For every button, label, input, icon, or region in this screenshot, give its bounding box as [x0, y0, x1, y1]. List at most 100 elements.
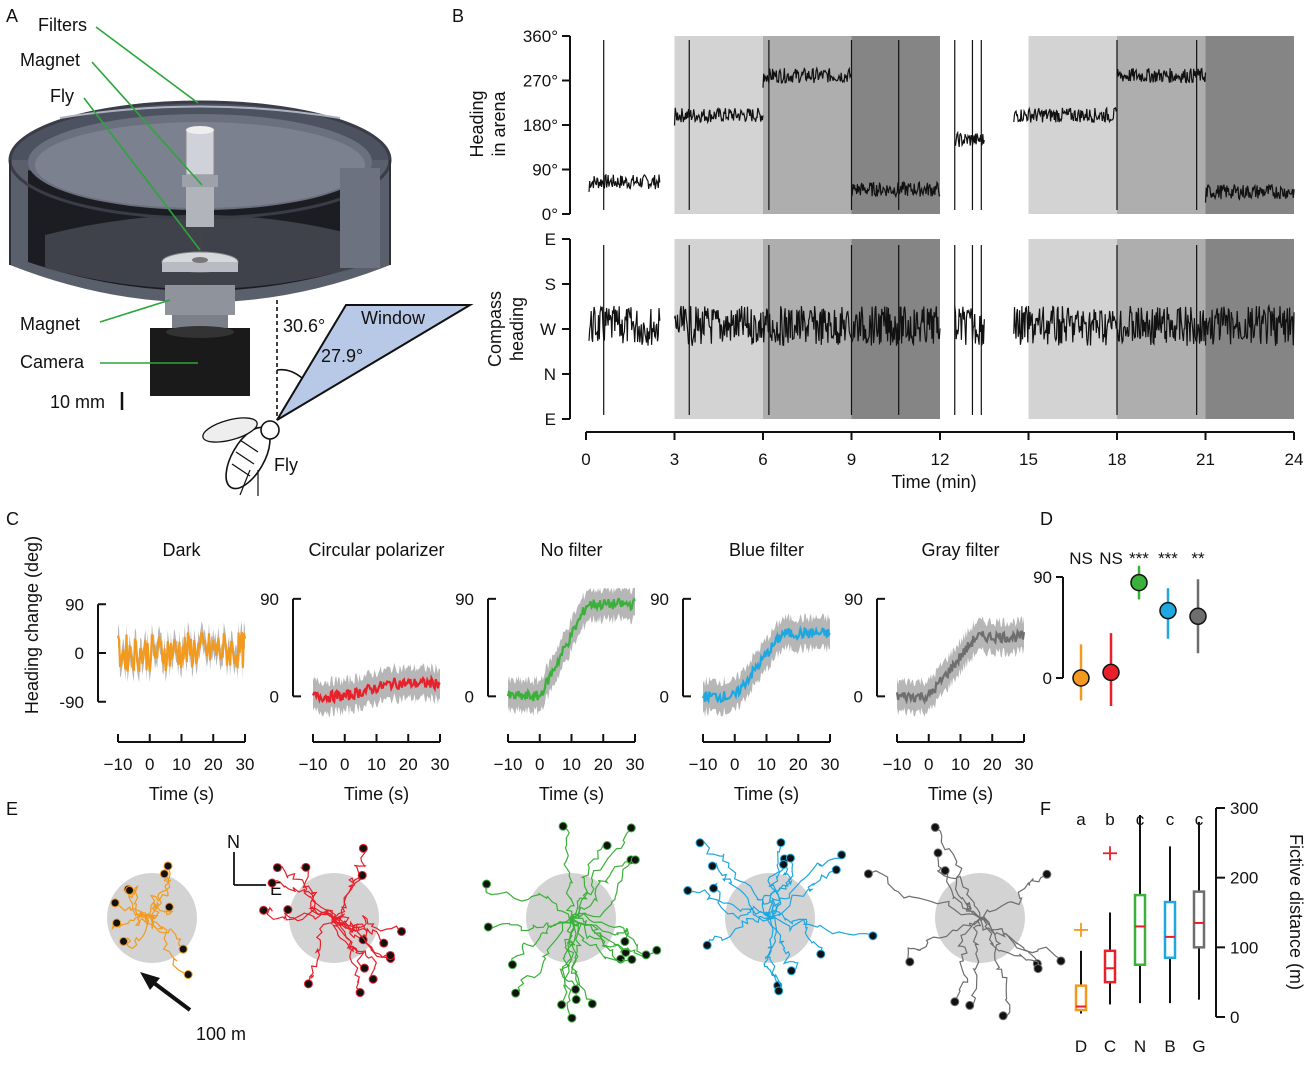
subplot-xtick-label: 30 — [431, 755, 450, 774]
trajectory — [515, 917, 572, 994]
trajectory — [263, 906, 335, 921]
trajectory-endpoint — [110, 898, 120, 908]
f-ytick-label: 200 — [1230, 869, 1258, 888]
trajectory-endpoint — [283, 905, 293, 915]
trajectory — [763, 917, 782, 992]
subplot-xtick-label: 30 — [1015, 755, 1034, 774]
subplot-xtick-label: 0 — [730, 755, 739, 774]
subplot-xtick-label: 0 — [340, 755, 349, 774]
mean-point-0 — [1072, 669, 1090, 687]
trajectory-endpoint — [178, 944, 188, 954]
compass-north-label: N — [227, 832, 240, 852]
subplot-xlabel: Time (s) — [149, 784, 214, 804]
box-category-label: C — [1104, 1037, 1116, 1056]
trajectory — [765, 917, 799, 973]
trajectory — [979, 916, 1011, 1018]
arena-ytick-label: 0° — [542, 205, 558, 224]
trajectory-endpoint — [558, 821, 568, 831]
box-iqr — [1103, 949, 1117, 984]
box-category-label: D — [1075, 1037, 1087, 1056]
trajectory-endpoint — [940, 866, 950, 876]
trajectory-endpoint — [1056, 956, 1066, 966]
trajectory — [333, 917, 385, 944]
subplot-xtick-label: 30 — [236, 755, 255, 774]
trajectory-endpoint — [483, 922, 493, 932]
trajectory — [868, 870, 981, 919]
subplot-title: No filter — [540, 540, 602, 560]
trajectory-endpoint — [164, 902, 174, 912]
significance-label: *** — [1129, 549, 1149, 568]
subplot-xtick-label: 10 — [172, 755, 191, 774]
trajectory-endpoint — [368, 974, 378, 984]
trajectory-endpoint — [816, 949, 826, 959]
significance-label: *** — [1158, 549, 1178, 568]
trajectory-endpoint — [965, 1000, 975, 1010]
magnet-bottom-leader — [99, 299, 171, 323]
panel-label-c: C — [6, 509, 19, 529]
trajectory-endpoint — [779, 859, 789, 869]
window-wedge: Window 30.6° 27.9° — [276, 300, 474, 421]
box-letter: a — [1076, 810, 1086, 829]
heading-subplot-3: Blue filter 90 0 −10 0 10 20 30 Time (s) — [650, 540, 839, 804]
subplot-xtick-label: 0 — [924, 755, 933, 774]
trajectory-endpoint — [695, 838, 705, 848]
subplot-title: Circular polarizer — [308, 540, 444, 560]
trajectory-endpoint — [183, 970, 193, 980]
compass-trace-segment-6 — [1116, 306, 1207, 346]
time-xtick-label: 24 — [1285, 450, 1304, 469]
time-axis: 0 3 6 9 12 15 18 21 24 Time (min) — [581, 431, 1304, 492]
subplot-xtick-label: 0 — [145, 755, 154, 774]
angle-27-label: 27.9° — [321, 346, 363, 366]
boxplot-C: bC — [1103, 810, 1117, 1056]
epoch-shade-top-1 — [763, 36, 852, 214]
arena-illustration — [8, 100, 392, 396]
box-letter: b — [1105, 810, 1114, 829]
trajectory-endpoint — [683, 886, 693, 896]
filters-leader — [95, 26, 199, 104]
arena-ytick-label: 360° — [523, 27, 558, 46]
trajectory-endpoint — [785, 853, 795, 863]
arena-trace-segment-3 — [850, 180, 941, 199]
compass-ytick-label: N — [544, 365, 556, 384]
f-ytick-label: 300 — [1230, 799, 1258, 818]
arena-heading-axis: 360° 270° 180° 90° 0° Heading in arena — [467, 27, 571, 224]
compass-trace-segment-7 — [1204, 303, 1295, 346]
magnet-top-leader — [91, 61, 203, 186]
trajectory-endpoint — [702, 940, 712, 950]
arena-trace-segment-6 — [1116, 67, 1207, 84]
magnet-bottom-label: Magnet — [20, 314, 80, 334]
time-xtick-label: 15 — [1019, 450, 1038, 469]
time-xtick-label: 21 — [1196, 450, 1215, 469]
subplot-title: Dark — [162, 540, 201, 560]
arena-ylabel-line2: in arena — [489, 90, 509, 156]
subplot-xtick-label: −10 — [494, 755, 523, 774]
trajectory — [710, 882, 771, 920]
trajectory — [562, 825, 575, 919]
window-label: Window — [361, 308, 426, 328]
subplot-xtick-label: −10 — [883, 755, 912, 774]
trajectory-group-1 — [259, 843, 407, 998]
scale-label: 10 mm — [50, 392, 105, 412]
trajectory-endpoint — [301, 862, 311, 872]
trajectory-endpoint — [385, 950, 395, 960]
trajectory-group-4 — [863, 822, 1066, 1021]
compass-trace-segment-0 — [588, 305, 661, 346]
trajectory-endpoint — [602, 841, 612, 851]
panel-d: D 90 0 NS NS *** *** ** — [1033, 509, 1207, 707]
mean-point-1 — [1102, 663, 1120, 682]
heading-traces — [588, 40, 1295, 415]
subplot-xtick-label: 20 — [789, 755, 808, 774]
subplot-ytick-label: 0 — [660, 687, 669, 706]
trajectory-group-0 — [107, 861, 197, 980]
subplot-xtick-label: 10 — [757, 755, 776, 774]
fly-top-label: Fly — [50, 86, 74, 106]
boxplot-B: cB — [1163, 810, 1177, 1056]
arena-ylabel-line1: Heading — [467, 90, 487, 157]
subplot-ytick-label: 0 — [465, 687, 474, 706]
trajectory-endpoint — [355, 988, 365, 998]
trajectory-endpoint — [397, 926, 407, 936]
time-axis-label: Time (min) — [891, 472, 976, 492]
fly-icon — [202, 417, 280, 496]
angle-30-label: 30.6° — [283, 316, 325, 336]
subplot-xtick-label: 20 — [983, 755, 1002, 774]
